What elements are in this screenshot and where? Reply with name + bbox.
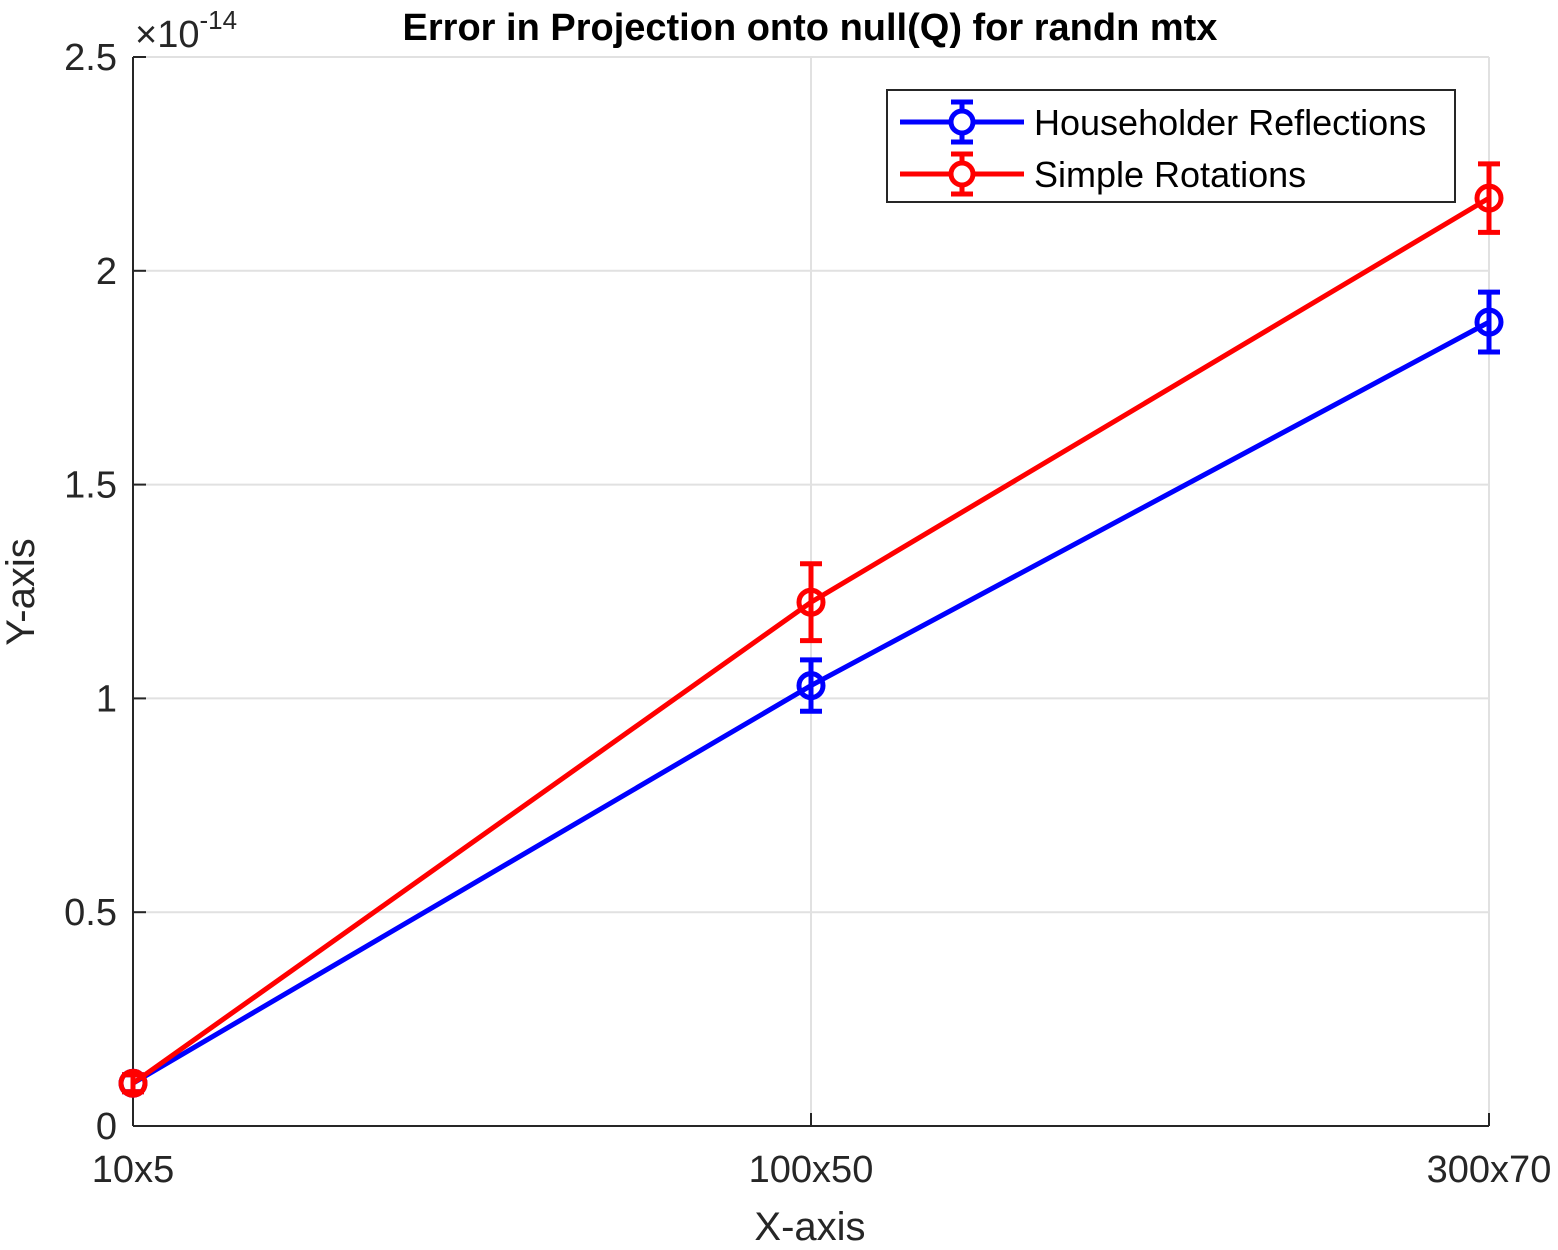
legend-marker xyxy=(948,108,976,136)
legend-entry: Householder Reflections xyxy=(900,99,1426,145)
legend-label: Simple Rotations xyxy=(1034,154,1306,195)
data-point xyxy=(1474,183,1504,213)
legend-marker xyxy=(948,160,976,188)
legend-entries: Householder Reflections Simple Rotations xyxy=(900,99,1426,197)
x-axis-title: X-axis xyxy=(754,1205,865,1249)
y-tick-label: 2 xyxy=(96,251,117,293)
x-tick-label: 100x50 xyxy=(749,1149,874,1191)
y-tick-label: 0 xyxy=(96,1106,117,1148)
series-1 xyxy=(118,161,1504,1098)
y-tick-label: 2.5 xyxy=(64,37,117,79)
chart-title: Error in Projection onto null(Q) for ran… xyxy=(403,7,1218,49)
y-exponent-label: ×10-14 xyxy=(135,5,237,56)
y-exponent-base: ×10 xyxy=(135,14,199,56)
x-tick-label: 300x70 xyxy=(1427,1149,1552,1191)
data-point xyxy=(1474,307,1504,337)
y-tick-label: 0.5 xyxy=(64,892,117,934)
y-tick-label: 1.5 xyxy=(64,465,117,507)
legend-entry: Simple Rotations xyxy=(900,151,1306,197)
data-point xyxy=(796,587,826,617)
y-exponent-power: -14 xyxy=(199,5,237,35)
axes: 0 0.5 1 1.5 2 2.5 10x5 100x50 300x70 xyxy=(64,37,1551,1191)
y-tick-label: 1 xyxy=(96,678,117,720)
series-layer xyxy=(118,161,1504,1098)
legend-label: Householder Reflections xyxy=(1034,102,1426,143)
data-point xyxy=(118,1068,148,1098)
y-axis-title: Y-axis xyxy=(0,538,43,645)
data-point xyxy=(796,671,826,701)
legend-box xyxy=(886,89,1456,203)
legend: Householder Reflections Simple Rotations xyxy=(886,89,1456,203)
x-tick-label: 10x5 xyxy=(92,1149,174,1191)
